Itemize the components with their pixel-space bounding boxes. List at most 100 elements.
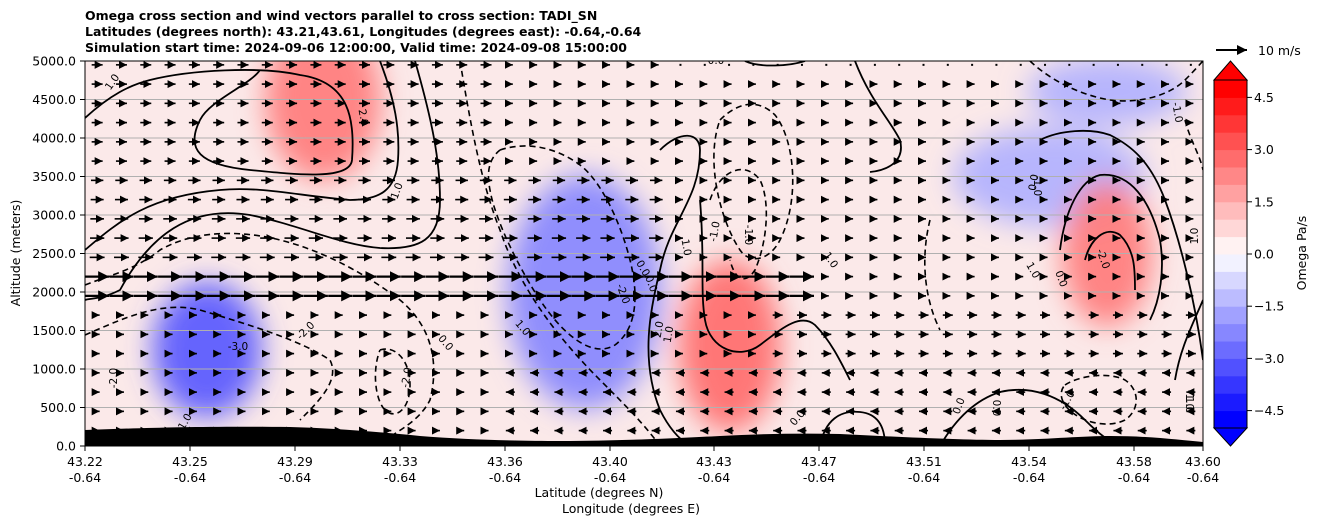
colorbar-segment [1214, 97, 1247, 116]
x-tick-label-lon: -0.64 [698, 470, 730, 485]
contour-line-dashed [374, 348, 411, 415]
x-tick-label-lat: 43.58 [1116, 454, 1152, 469]
contour-label: 1.0 [679, 238, 694, 257]
x-tick-label-lon: -0.64 [908, 470, 940, 485]
contour-line-dashed [85, 232, 435, 441]
contour-line-solid [85, 61, 400, 251]
x-tick-label-lon: -0.64 [594, 470, 626, 485]
wind-vector-dot [1044, 63, 1047, 66]
colorbar-segment [1214, 114, 1247, 133]
wind-vector-dot [679, 63, 682, 66]
chart-title-line-2: Latitudes (degrees north): 43.21,43.61, … [85, 24, 642, 39]
wind-vector-dot [1092, 63, 1095, 66]
y-axis: 0.0 500.0 1000.0 1500.0 2000.0 2500.0 3000.0 35… [32, 54, 85, 454]
colorbar-segment [1214, 410, 1247, 429]
contour-line-solid [1174, 299, 1203, 381]
colorbar-segment [1214, 219, 1247, 238]
x-tick-label-lon: -0.64 [384, 470, 416, 485]
y-axis-label: Altitude (meters) [8, 200, 23, 307]
x-tick-label-lat: 43.29 [277, 454, 313, 469]
contour-label: 0.0 [1027, 173, 1042, 192]
wind-vector-dot [1019, 63, 1022, 66]
x-tick-label-lon: -0.64 [174, 470, 206, 485]
wind-vector-dot [971, 63, 974, 66]
x-tick-label-lon: -0.64 [1118, 470, 1150, 485]
terrain [85, 426, 1203, 446]
contour-line-solid [647, 134, 701, 446]
contour-line-solid [939, 388, 1121, 446]
wind-vector-dot [849, 63, 852, 66]
wind-vector-dot [898, 63, 901, 66]
colorbar-segment [1214, 201, 1247, 220]
x-tick-label-lat: 43.54 [1011, 454, 1047, 469]
wind-vector-dot [873, 63, 876, 66]
x-tick-label-lon: -0.64 [1187, 470, 1219, 485]
wind-vector-dot [1068, 63, 1071, 66]
x-tick-label-lat: 43.36 [487, 454, 523, 469]
omega-blob [1027, 61, 1188, 126]
wind-vector-dot [1116, 63, 1119, 66]
colorbar-segment [1214, 341, 1247, 359]
wind-vector-dot [800, 63, 803, 66]
colorbar-segment [1214, 323, 1247, 342]
contour-label: 0.0 [990, 400, 1002, 417]
x-tick-label-lat: 43.51 [906, 454, 942, 469]
colorbar-tick-label: −4.5 [1254, 403, 1284, 418]
x-axis: 43.22-0.6443.25-0.6443.29-0.6443.33-0.64… [67, 446, 1221, 485]
x-tick-label-lat: 43.43 [696, 454, 732, 469]
x-axis-label-latitude: Latitude (degrees N) [535, 485, 664, 500]
contour-label: 1.0 [1189, 228, 1201, 245]
y-tick-label: 500.0 [40, 400, 76, 415]
colorbar-segment [1214, 393, 1247, 412]
colorbar-segment [1214, 167, 1247, 185]
y-tick-label: 2000.0 [32, 285, 76, 300]
contour-label: -1.0 [742, 225, 754, 246]
contour-line-dashed [1060, 374, 1138, 425]
colorbar-segment [1214, 271, 1247, 290]
wind-vector-dot [1189, 63, 1192, 66]
contour-label: 0.0 [642, 274, 659, 294]
colorbar-extend-max [1212, 60, 1249, 81]
contour-line-solid [1059, 174, 1163, 321]
contour-line-solid [1039, 130, 1203, 361]
contour-label: -1.0 [707, 220, 722, 242]
colorbar-segment [1214, 236, 1247, 255]
y-tick-label: 2500.0 [32, 246, 76, 261]
x-tick-label-lon: -0.64 [1013, 470, 1045, 485]
wind-vector-dot [703, 63, 706, 66]
chart-title-line-1: Omega cross section and wind vectors par… [85, 8, 598, 23]
quiver-key: 10 m/s [1216, 43, 1301, 58]
x-tick-label-lat: 43.47 [801, 454, 837, 469]
wind-vector-dot [728, 63, 731, 66]
colorbar-segment [1214, 184, 1247, 203]
wind-vector-dot [946, 63, 949, 66]
colorbar-tick-label: 0.0 [1254, 247, 1274, 262]
colorbar-tick-label: −3.0 [1254, 351, 1284, 366]
x-tick-label-lon: -0.64 [803, 470, 835, 485]
colorbar: −4.5 −3.0 −1.5 0.0 1.5 3.0 4.5 [1212, 60, 1284, 447]
y-tick-label: 3000.0 [32, 208, 76, 223]
colorbar-segment [1214, 254, 1247, 272]
x-tick-label-lon: -0.64 [69, 470, 101, 485]
wind-vector-dot [752, 63, 755, 66]
contour-line-dashed [1029, 61, 1203, 102]
contour-label: -1.0 [1031, 176, 1043, 197]
contour-label: 1.0 [662, 325, 677, 344]
wind-vectors [85, 61, 1196, 435]
contour-line-dashed [924, 219, 941, 331]
y-tick-label: 1000.0 [32, 362, 76, 377]
colorbar-tick-label: −1.5 [1254, 299, 1284, 314]
x-tick-label-lat: 43.25 [172, 454, 208, 469]
contour-label: 0.0 [951, 396, 968, 416]
wind-vector-dot [1165, 63, 1168, 66]
quiver-key-label: 10 m/s [1258, 43, 1301, 58]
x-tick-label-lon: -0.64 [489, 470, 521, 485]
colorbar-segment [1214, 80, 1247, 98]
wind-vector-dot [825, 63, 828, 66]
y-tick-label: 1500.0 [32, 323, 76, 338]
y-tick-label: 4500.0 [32, 92, 76, 107]
colorbar-segment [1214, 132, 1247, 151]
contour-label: 0.0 [708, 55, 725, 67]
